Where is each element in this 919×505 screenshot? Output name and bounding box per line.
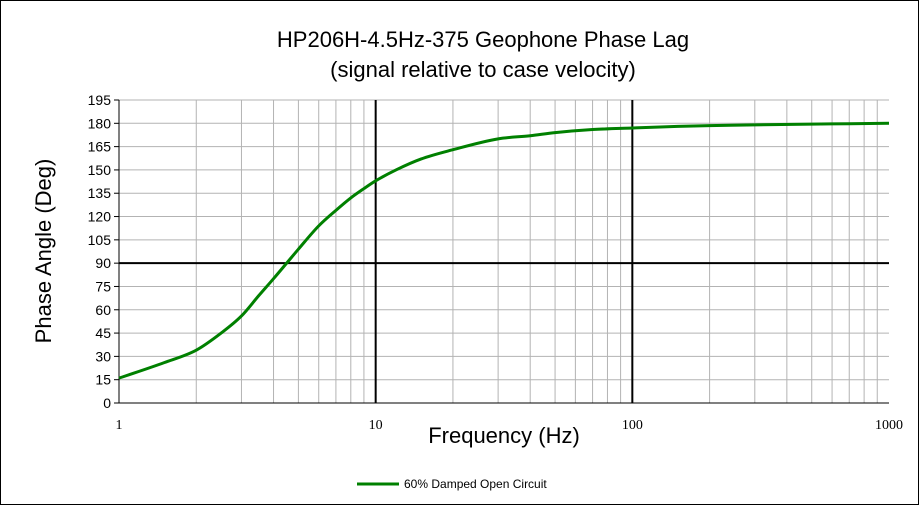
y-tick-label: 75 <box>95 278 111 294</box>
chart-subtitle: (signal relative to case velocity) <box>330 57 636 82</box>
y-tick-label: 0 <box>103 395 111 411</box>
minor-grid <box>119 99 889 404</box>
y-tick-label: 45 <box>95 325 111 341</box>
y-tick-label: 165 <box>88 139 112 155</box>
x-tick-label: 1 <box>116 418 123 433</box>
legend-label: 60% Damped Open Circuit <box>404 477 547 491</box>
y-tick-label: 135 <box>88 185 112 201</box>
y-tick-label: 30 <box>95 348 111 364</box>
y-tick-label: 90 <box>95 255 111 271</box>
series-line <box>118 121 890 380</box>
y-tick-labels: 0 15 30 45 60 75 90 105 120 135 150 165 180 195 <box>88 92 119 411</box>
y-tick-label: 15 <box>95 372 111 388</box>
x-tick-label: 10 <box>369 418 383 433</box>
y-tick-label: 150 <box>88 162 112 178</box>
y-tick-label: 60 <box>95 302 111 318</box>
chart-title: HP206H-4.5Hz-375 Geophone Phase Lag <box>277 27 689 52</box>
x-tick-label: 100 <box>622 418 643 433</box>
y-tick-label: 120 <box>88 209 112 225</box>
series-group <box>118 121 890 380</box>
x-axis-label: Frequency (Hz) <box>428 423 580 448</box>
major-grid <box>118 100 889 404</box>
legend: 60% Damped Open Circuit <box>357 477 547 491</box>
x-tick-labels: 1 10 100 1000 <box>116 418 904 433</box>
y-axis-label: Phase Angle (Deg) <box>31 159 56 344</box>
x-tick-label: 1000 <box>875 418 903 433</box>
y-tick-label: 195 <box>88 92 112 108</box>
y-tick-label: 180 <box>88 115 112 131</box>
y-tick-label: 105 <box>88 232 112 248</box>
